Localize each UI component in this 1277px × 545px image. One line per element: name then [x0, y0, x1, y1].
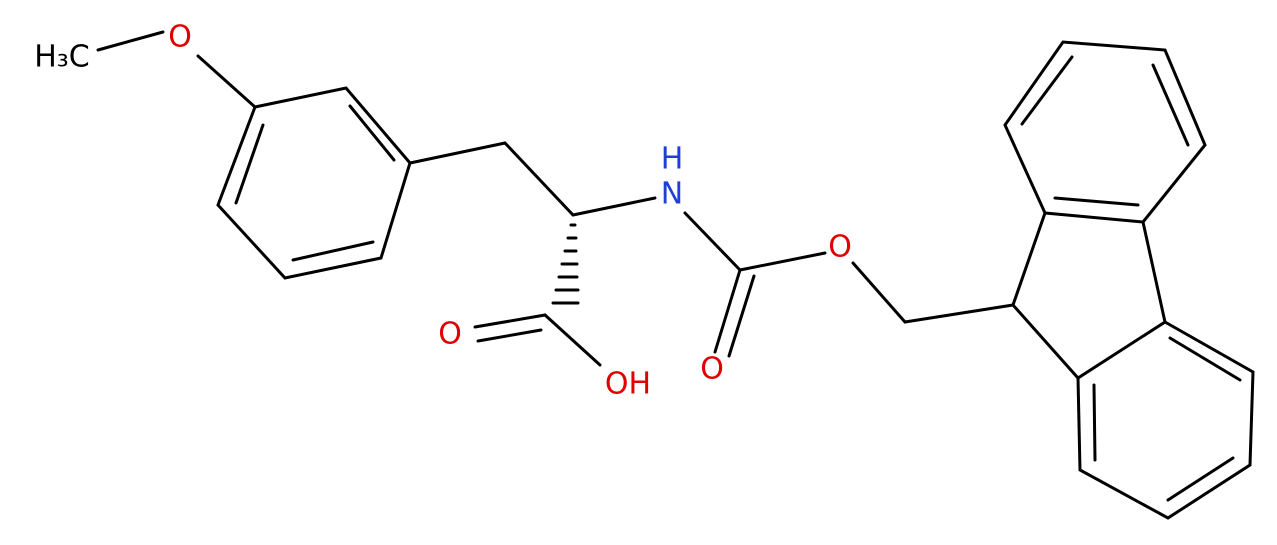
bonds: [96, 30, 1255, 520]
atom-label: O: [828, 230, 852, 265]
atom-label: N: [661, 177, 683, 212]
atom-label: OH: [605, 367, 651, 402]
atom-label: O: [438, 317, 462, 352]
atom-label: O: [700, 352, 724, 387]
atom-label: O: [168, 20, 192, 55]
atom-label: H: [661, 142, 684, 177]
atom-label: H₃C: [34, 40, 90, 75]
hashed-wedge: [551, 223, 580, 305]
